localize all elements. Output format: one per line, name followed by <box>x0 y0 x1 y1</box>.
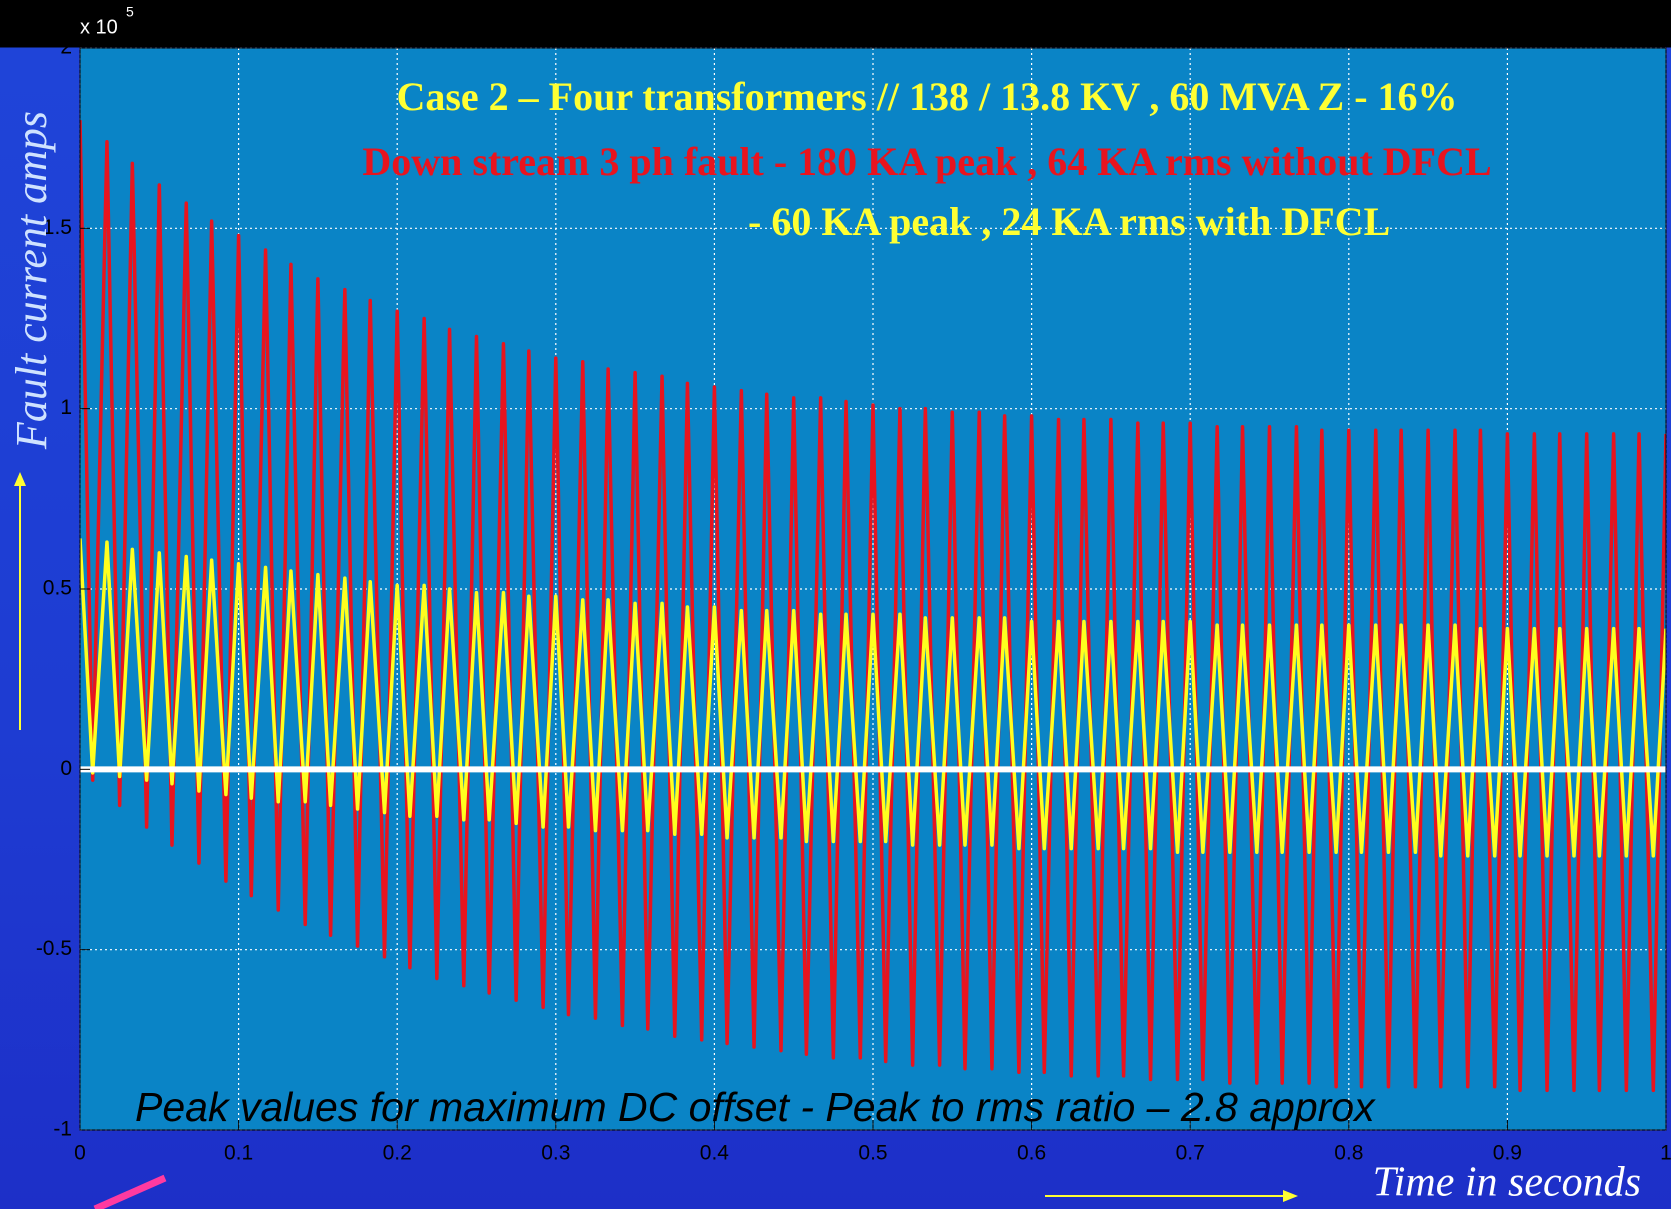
series-line <box>80 538 1666 858</box>
x-tick-label: 0.8 <box>1334 1142 1363 1165</box>
y-arrowhead <box>14 472 26 486</box>
y-tick-label: -0.5 <box>36 937 72 960</box>
x-axis-label: Time in seconds <box>1373 1160 1641 1206</box>
plot-frame <box>79 47 1667 1131</box>
x-tick-label: 0.2 <box>383 1142 412 1165</box>
logo-stroke <box>93 1174 167 1209</box>
x-tick-label: 0.9 <box>1493 1142 1522 1165</box>
ticks: -1 -0.5 0 0.5 1 1.5 2 0 0.1 0.2 0.3 0.4 0.5 0.6 0.7 0.8… <box>36 36 1671 1165</box>
chart-subtitle-2: - 60 KA peak , 24 KA rms with DFCL <box>748 199 1390 244</box>
x-tick-label: 0.5 <box>858 1142 887 1165</box>
x-tick-label: 1 <box>1660 1142 1671 1165</box>
y-tick-label: 2 <box>60 36 72 59</box>
chart-subtitle: Down stream 3 ph fault - 180 KA peak , 6… <box>362 139 1491 184</box>
series-line <box>80 120 1666 1093</box>
y-tick-label: 1 <box>60 396 72 419</box>
y-tick-label: 0.5 <box>43 577 72 600</box>
y-tick-label: 1.5 <box>43 216 72 239</box>
y-axis-label: Fault current amps <box>7 111 56 450</box>
chart-title: Case 2 – Four transformers // 138 / 13.8… <box>396 74 1457 119</box>
annotation: Peak values for maximum DC offset - Peak… <box>135 1084 1376 1130</box>
x-tick-label: 0.3 <box>541 1142 570 1165</box>
x-tick-label: 0 <box>74 1142 86 1165</box>
y-tick-label: 0 <box>60 757 72 780</box>
y-tick-label: -1 <box>53 1118 72 1141</box>
plot-lines <box>80 120 1666 1093</box>
x-arrowhead <box>1283 1190 1298 1202</box>
x-tick-label: 0.7 <box>1176 1142 1205 1165</box>
x-tick-label: 0.4 <box>700 1142 730 1165</box>
x-tick-label: 0.1 <box>224 1142 253 1165</box>
x-tick-label: 0.6 <box>1017 1142 1046 1165</box>
y-scale-exponent: 5 <box>126 4 134 20</box>
y-scale-label: x 10 <box>80 16 118 38</box>
